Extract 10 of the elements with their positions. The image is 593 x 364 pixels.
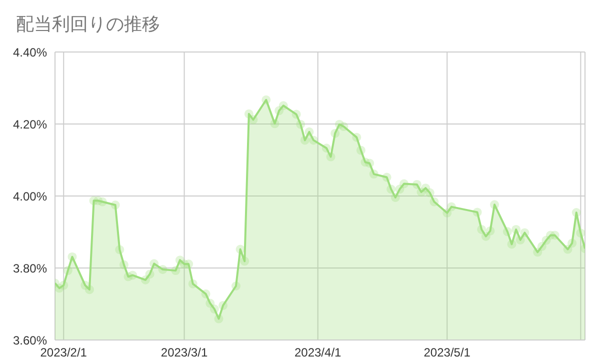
y-tick-label: 3.60% bbox=[12, 333, 48, 348]
y-tick-label: 4.40% bbox=[12, 45, 48, 60]
y-tick-label: 4.20% bbox=[12, 117, 48, 132]
x-tick-label: 2023/4/1 bbox=[294, 346, 342, 360]
chart-title: 配当利回りの推移 bbox=[16, 13, 160, 36]
y-tick-label: 3.80% bbox=[12, 261, 48, 276]
x-tick-label: 2023/5/1 bbox=[424, 346, 471, 360]
x-tick-label: 2023/2/1 bbox=[40, 346, 88, 360]
x-tick-label: 2023/3/1 bbox=[160, 346, 208, 360]
y-tick-label: 4.00% bbox=[12, 189, 48, 204]
